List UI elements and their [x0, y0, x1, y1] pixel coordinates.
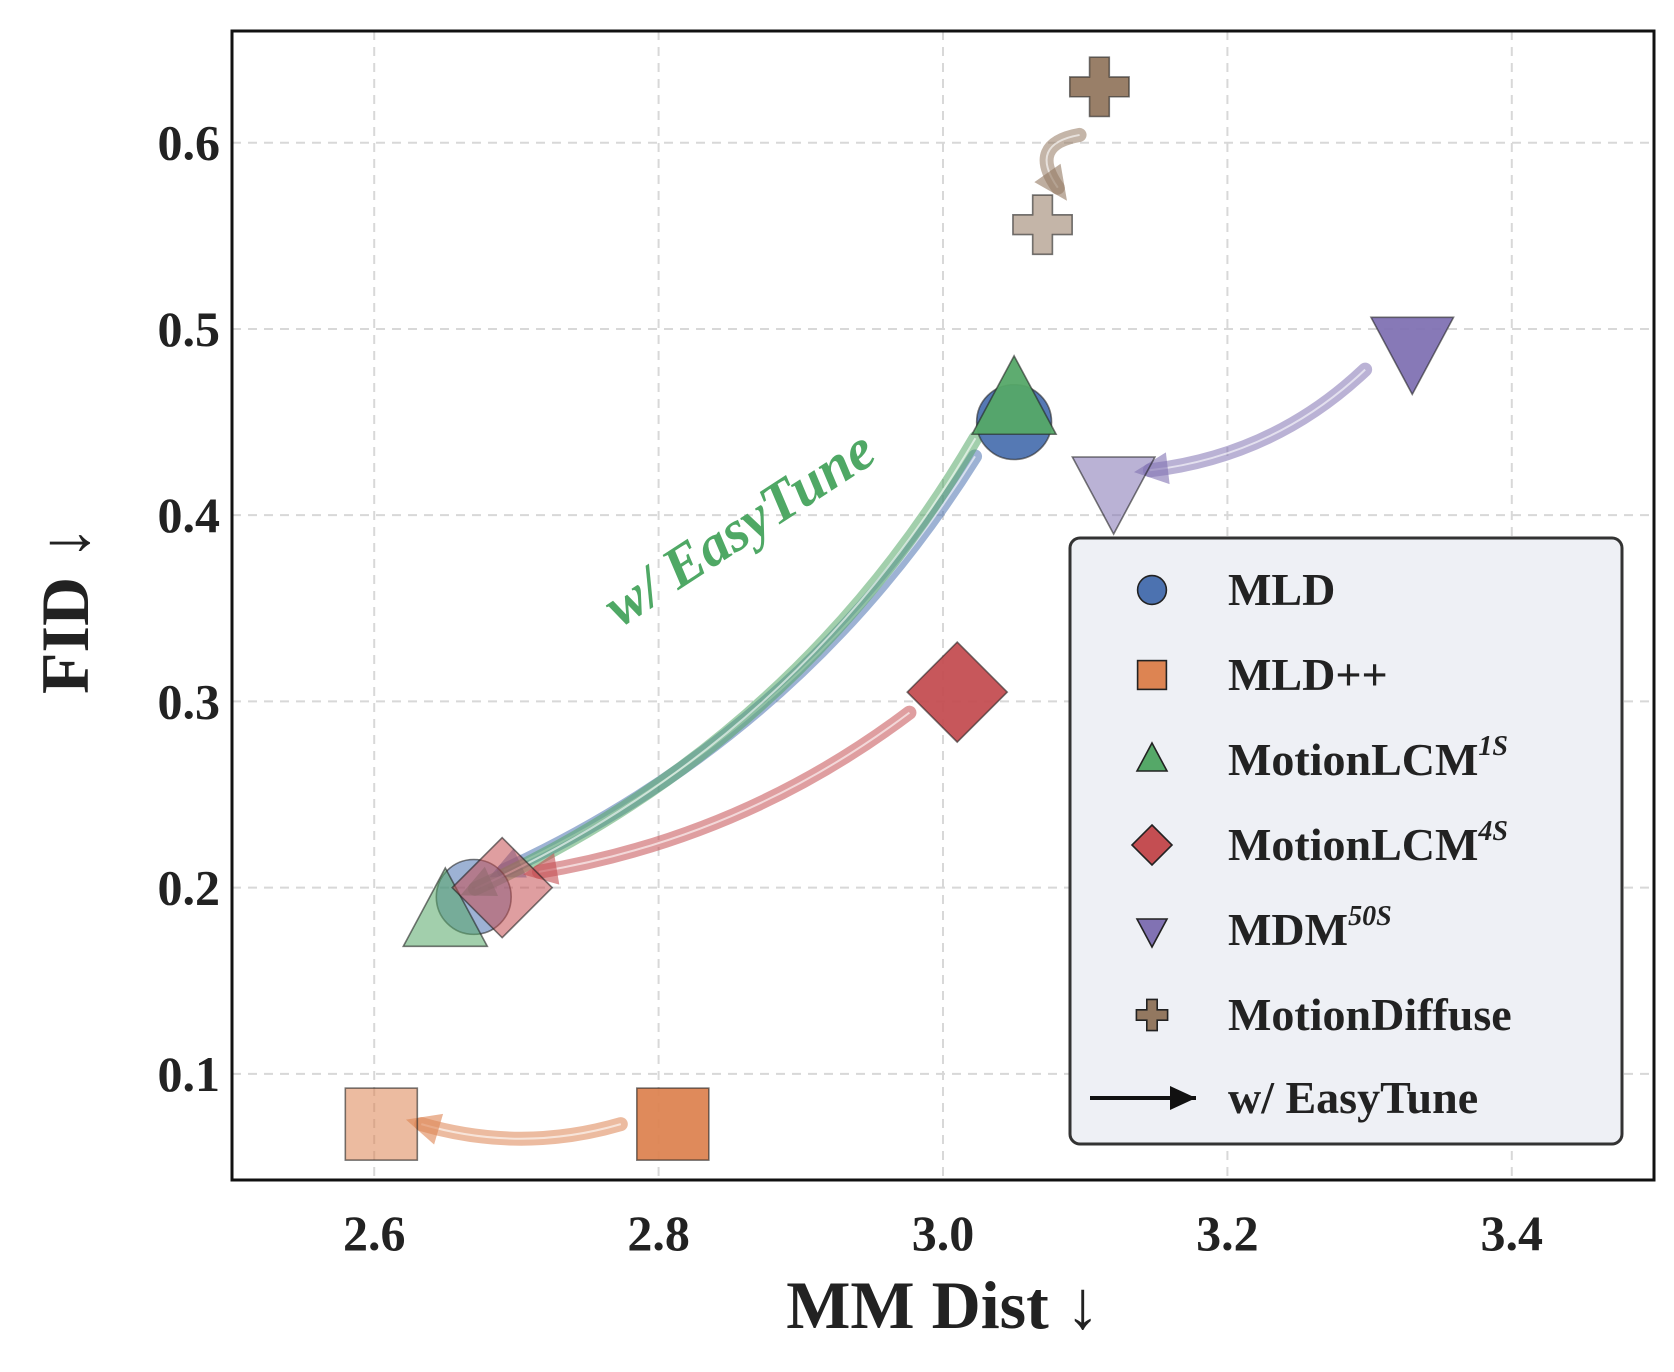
y-tick-label: 0.1: [158, 1046, 221, 1102]
x-tick-label: 3.2: [1196, 1205, 1259, 1261]
legend-label-motiondiffuse: MotionDiffuse: [1228, 989, 1512, 1040]
legend-marker-mdm-50s: [1135, 918, 1169, 949]
legend-superscript: 1S: [1478, 731, 1508, 762]
arrow-highlight-mdm-50s: [1149, 368, 1366, 472]
marker-motiondiffuse-after: [1012, 194, 1073, 256]
legend: MLD MLD++ MotionLCM1S MotionLCM4S MDM50S Moti…: [1068, 536, 1624, 1146]
y-tick-label: 0.3: [158, 673, 221, 729]
legend-label-mdm-50s: MDM50S: [1228, 901, 1392, 955]
marker-motionlcm-4s-before: [906, 640, 1009, 744]
legend-marker-motionlcm-4s: [1130, 823, 1174, 867]
easytune-arrows: [405, 127, 1373, 1146]
plot-frame: [230, 29, 1656, 1182]
tick-labels: 2.6 2.8 3.0 3.2 3.4 0.1 0.2 0.3 0.4 0.5 0.6: [158, 115, 1544, 1261]
legend-label-motionlcm-1s: MotionLCM1S: [1228, 731, 1508, 785]
legend-marker-mld: [1136, 574, 1168, 606]
legend-box: [1068, 536, 1624, 1146]
legend-marker-motiondiffuse: [1135, 998, 1169, 1032]
arrow-head-motiondiffuse: [1034, 163, 1067, 201]
marker-mdm-50s-before: [1369, 316, 1455, 397]
x-tick-label: 2.6: [343, 1205, 406, 1261]
y-tick-label: 0.2: [158, 860, 221, 916]
markers: [344, 56, 1455, 1161]
y-axis-label: FID ↓: [27, 526, 103, 694]
arrow-highlight-motionlcm-4s: [538, 711, 911, 873]
x-tick-label: 2.8: [627, 1205, 690, 1261]
arrow-head-mdm-50s: [1133, 452, 1170, 485]
arrow-highlight-mld-plus-plus: [421, 1123, 622, 1140]
legend-arrow-head: [1170, 1086, 1196, 1110]
y-tick-label: 0.6: [158, 115, 221, 171]
marker-mdm-50s-after: [1071, 456, 1157, 536]
x-tick-label: 3.0: [912, 1205, 975, 1261]
legend-label-motionlcm-4s: MotionLCM4S: [1228, 816, 1508, 870]
legend-marker-mld-plus-plus: [1136, 659, 1168, 691]
arrow-highlight-motionlcm-1s: [474, 437, 977, 890]
x-axis-label: MM Dist ↓: [786, 1267, 1099, 1343]
x-tick-label: 3.4: [1481, 1205, 1544, 1261]
legend-superscript: 50S: [1348, 901, 1392, 932]
legend-label-mld: MLD: [1228, 564, 1335, 615]
marker-motionlcm-1s-after: [401, 866, 489, 948]
marker-motionlcm-4s-after: [451, 836, 554, 939]
legend-label-mld-plus-plus: MLD++: [1228, 649, 1388, 700]
legend-superscript: 4S: [1477, 816, 1508, 847]
marker-mld-plus-plus-after: [344, 1087, 419, 1161]
y-tick-label: 0.4: [158, 487, 221, 543]
legend-marker-motionlcm-1s: [1135, 741, 1169, 772]
marker-motiondiffuse-before: [1068, 56, 1130, 118]
legend-label-easytune: w/ EasyTune: [1228, 1072, 1478, 1123]
y-tick-label: 0.5: [158, 301, 221, 357]
marker-mld-plus-plus-before: [636, 1087, 710, 1161]
marker-motionlcm-1s-before: [970, 354, 1058, 436]
